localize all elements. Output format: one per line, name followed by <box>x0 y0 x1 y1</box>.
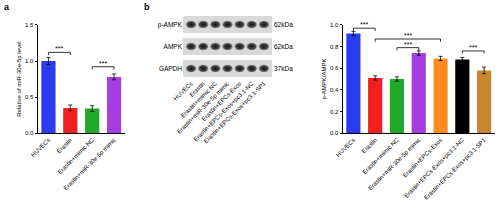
svg-text:AMPK: AMPK <box>164 43 183 50</box>
svg-text:***: *** <box>469 44 477 51</box>
svg-text:0.0: 0.0 <box>330 130 339 136</box>
svg-text:Erastin+miR-30e-5p mimic: Erastin+miR-30e-5p mimic <box>175 80 231 135</box>
svg-text:a: a <box>4 2 10 12</box>
svg-text:0.6: 0.6 <box>330 65 339 71</box>
svg-text:HUVECs: HUVECs <box>30 137 51 158</box>
svg-text:Erastin+EPCs-Exos+pc3.1-SP1: Erastin+EPCs-Exos+pc3.1-SP1 <box>203 80 267 144</box>
svg-text:0.2: 0.2 <box>330 109 339 115</box>
svg-text:p-AMPK/AMPK: p-AMPK/AMPK <box>321 59 327 100</box>
svg-text:1.0: 1.0 <box>25 58 34 64</box>
svg-text:p-AMPK: p-AMPK <box>158 21 183 29</box>
svg-text:Erastin+EPCs-Exos+pc3.1-NC: Erastin+EPCs-Exos+pc3.1-NC <box>403 136 465 198</box>
svg-text:HUVECs: HUVECs <box>335 137 356 158</box>
svg-text:***: *** <box>55 45 63 52</box>
svg-text:Erastin+mimic NC: Erastin+mimic NC <box>179 80 219 119</box>
svg-text:Relative of miR-30e-5p level: Relative of miR-30e-5p level <box>16 41 22 116</box>
svg-text:HUVECs: HUVECs <box>172 80 194 102</box>
svg-text:***: *** <box>404 32 412 39</box>
svg-text:Erastin+mimic NC: Erastin+mimic NC <box>361 136 400 175</box>
svg-text:***: *** <box>99 60 107 67</box>
svg-text:Erastin+mimic NC: Erastin+mimic NC <box>57 136 96 175</box>
svg-text:1.5: 1.5 <box>25 22 34 28</box>
svg-text:Erastin+EPCs-Exos+pc3.1-SP1: Erastin+EPCs-Exos+pc3.1-SP1 <box>423 136 487 200</box>
svg-text:37kDa: 37kDa <box>274 65 293 72</box>
svg-text:0.4: 0.4 <box>330 87 339 93</box>
svg-text:Erastin+miR-30e-5p mimic: Erastin+miR-30e-5p mimic <box>367 137 421 191</box>
svg-text:***: *** <box>404 41 412 48</box>
svg-text:0.5: 0.5 <box>25 94 34 100</box>
svg-text:b: b <box>144 2 150 12</box>
svg-text:0.0: 0.0 <box>25 130 34 136</box>
svg-text:62kDa: 62kDa <box>274 21 293 28</box>
svg-text:0.8: 0.8 <box>330 44 339 50</box>
svg-text:Erastin+EPCs-Exos: Erastin+EPCs-Exos <box>402 137 444 179</box>
svg-text:62kDa: 62kDa <box>274 43 293 50</box>
svg-text:***: *** <box>360 21 368 28</box>
svg-text:Erastin: Erastin <box>56 137 73 154</box>
svg-text:Erastin: Erastin <box>361 137 378 154</box>
svg-text:1.0: 1.0 <box>330 22 339 28</box>
svg-text:GAPDH: GAPDH <box>159 65 182 72</box>
svg-text:Erastin+miR-30e-5p mimic: Erastin+miR-30e-5p mimic <box>63 137 117 191</box>
svg-text:Erastin+EPCs-Exos+pc3.1-NC: Erastin+EPCs-Exos+pc3.1-NC <box>192 80 254 142</box>
